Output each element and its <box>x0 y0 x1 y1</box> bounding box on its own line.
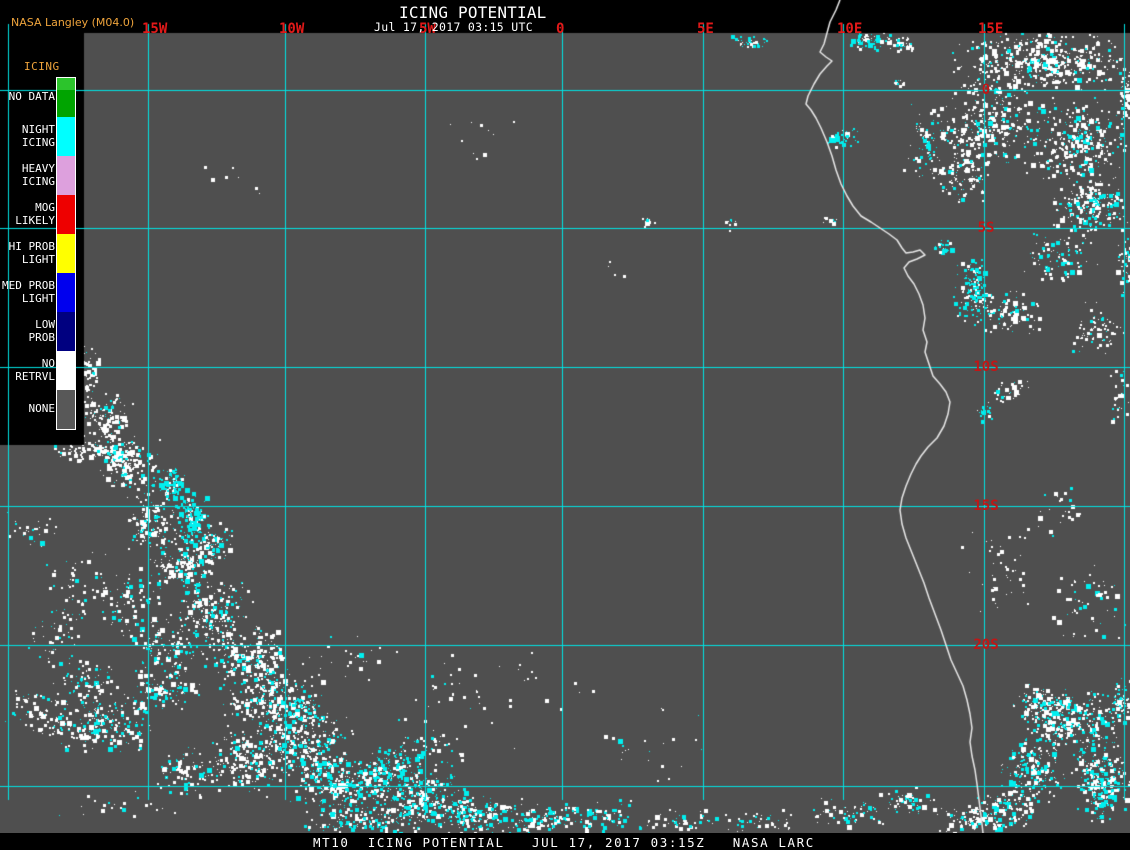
lon-label-15E: 15E <box>978 21 1004 37</box>
lon-label-15W: 15W <box>142 21 168 37</box>
footer-label: MT10 ICING POTENTIAL JUL 17, 2017 03:15Z… <box>313 835 815 850</box>
legend-item-label: HEAVY ICING <box>21 161 55 188</box>
legend-swatch <box>57 78 75 117</box>
source-label: NASA Langley (M04.0) <box>11 16 135 29</box>
legend-swatch <box>57 351 75 390</box>
lat-label-10S: 10S <box>973 359 999 375</box>
lat-label-15S: 15S <box>973 498 999 514</box>
legend-item-label: MED PROB LIGHT <box>2 278 55 305</box>
legend-swatch <box>57 156 75 195</box>
legend-labels: NO DATA NIGHT ICING HEAVY ICING MOG LIKELY H… <box>0 77 55 428</box>
legend-item-label: NO RETRVL <box>15 356 55 383</box>
lat-label-0: 0 <box>981 82 991 98</box>
legend-title: ICING <box>24 60 60 73</box>
legend-swatch <box>57 312 75 351</box>
legend-item-label: NO DATA <box>8 90 55 103</box>
lon-label-10E: 10E <box>837 21 863 37</box>
legend-swatch <box>57 234 75 273</box>
legend-swatch <box>57 195 75 234</box>
legend-swatch <box>57 117 75 156</box>
legend-item-label: MOG LIKELY <box>15 200 55 227</box>
header-datetime: Jul 17, 2017 03:15 UTC <box>374 20 533 34</box>
legend-item-label: HI PROB LIGHT <box>8 239 55 266</box>
legend-item-label: NONE <box>28 402 56 415</box>
lon-label-10W: 10W <box>279 21 305 37</box>
lon-label-0: 0 <box>556 21 565 37</box>
page-title: ICING POTENTIAL <box>399 3 547 22</box>
lat-label-5S: 5S <box>977 220 995 236</box>
icing-legend: ICING NO DATA NIGHT ICING HEAVY ICING MOG L… <box>0 0 84 445</box>
legend-swatch <box>57 273 75 312</box>
lon-label-5W: 5W <box>419 21 436 37</box>
footer-bar: MT10 ICING POTENTIAL JUL 17, 2017 03:15Z… <box>0 833 1130 850</box>
legend-item-label: LOW PROB <box>28 317 56 344</box>
lat-label-20S: 20S <box>973 637 999 653</box>
lon-label-5E: 5E <box>697 21 714 37</box>
legend-swatch <box>57 390 75 429</box>
legend-item-label: NIGHT ICING <box>21 122 55 149</box>
legend-swatch-column <box>56 77 76 430</box>
